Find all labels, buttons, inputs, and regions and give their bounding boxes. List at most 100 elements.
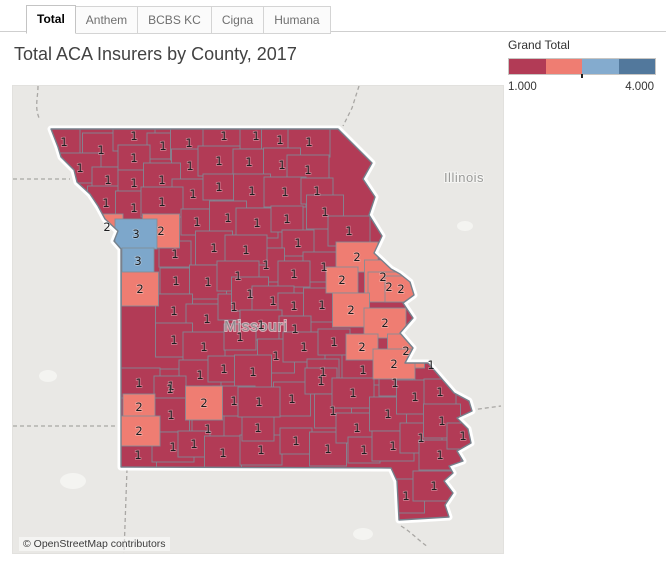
county-value-label: 1 [158, 195, 165, 209]
county-value-label: 1 [319, 365, 326, 379]
basemap-patch [457, 221, 473, 231]
legend-segment [618, 59, 655, 74]
county-cell[interactable] [279, 427, 313, 455]
county-value-label: 1 [288, 392, 295, 406]
county-cell[interactable] [121, 247, 155, 275]
county-value-label: 1 [130, 129, 137, 143]
legend-segment [545, 59, 582, 74]
tab-anthem[interactable]: Anthem [74, 6, 139, 34]
legend-tick [581, 74, 583, 78]
basemap-borders [13, 86, 502, 553]
county-value-label: 1 [236, 330, 243, 344]
county-value-label: 1 [300, 340, 307, 354]
legend-min-label: 1.000 [508, 81, 537, 93]
county-value-label: 1 [97, 143, 104, 157]
county-cells [51, 129, 472, 514]
county-value-label: 1 [345, 224, 352, 238]
county-cell[interactable] [263, 176, 307, 208]
county-cell[interactable] [159, 267, 193, 295]
county-value-label: 1 [290, 267, 297, 281]
county-value-label: 1 [252, 129, 259, 143]
county-value-label: 1 [317, 374, 324, 388]
county-value-label: 1 [283, 212, 290, 226]
county-value-label: 1 [104, 173, 111, 187]
county-value-label: 1 [242, 243, 249, 257]
county-value-label: 2 [402, 344, 409, 358]
legend-max-label: 4.000 [625, 81, 654, 93]
county-cell[interactable] [331, 377, 375, 409]
county-cell[interactable] [185, 385, 223, 421]
county-cell[interactable] [325, 266, 359, 294]
county-value-label: 1 [305, 135, 312, 149]
county-value-label: 2 [385, 280, 392, 294]
osm-attribution-link[interactable]: © OpenStreetMap contributors [19, 537, 170, 551]
county-value-label: 1 [130, 151, 137, 165]
county-value-label: 1 [329, 404, 336, 418]
county-value-label: 1 [171, 247, 178, 261]
county-value-label: 1 [278, 158, 285, 172]
county-value-label: 3 [134, 254, 141, 268]
county-value-label: 1 [459, 429, 466, 443]
basemap-patch [39, 370, 57, 382]
choropleth-map[interactable]: Missouri Illinois 1 1 1 1 1 1 1 1 1 1 1 1 1 1 1 1 1 1 1 1 1 1 1 1… [12, 85, 504, 554]
county-value-label: 1 [359, 363, 366, 377]
tab-total[interactable]: Total [26, 5, 76, 34]
county-value-label: 1 [248, 184, 255, 198]
county-cell[interactable] [140, 186, 184, 218]
color-legend: Grand Total 1.000 4.000 [508, 38, 656, 93]
legend-range-labels: 1.000 4.000 [508, 81, 654, 93]
tab-bcbs-kc[interactable]: BCBS KC [137, 6, 212, 34]
legend-title: Grand Total [508, 38, 570, 52]
county-cell[interactable] [237, 386, 281, 418]
county-value-label: 1 [204, 422, 211, 436]
county-cell[interactable] [223, 323, 257, 351]
county-value-label: 1 [200, 340, 207, 354]
county-cell[interactable] [224, 234, 268, 266]
county-cell[interactable] [363, 307, 407, 339]
county-value-label: 1 [210, 241, 217, 255]
county-value-label: 1 [203, 312, 210, 326]
county-value-label: 2 [347, 303, 354, 317]
tab-humana[interactable]: Humana [263, 6, 331, 34]
county-value-label: 1 [411, 390, 418, 404]
county-value-label: 1 [254, 421, 261, 435]
county-value-label: 1 [189, 187, 196, 201]
county-value-label: 2 [136, 282, 143, 296]
county-value-label: 1 [158, 173, 165, 187]
county-value-label: 1 [230, 394, 237, 408]
county-cell[interactable] [241, 414, 275, 442]
county-value-label: 1 [130, 201, 137, 215]
county-value-label: 1 [215, 154, 222, 168]
legend-color-bar[interactable] [508, 58, 656, 78]
county-cell[interactable] [204, 435, 242, 471]
tab-cigna[interactable]: Cigna [210, 6, 265, 34]
county-value-label: 2 [200, 396, 207, 410]
state-outline [50, 128, 473, 521]
county-value-label: 1 [102, 196, 109, 210]
county-value-label: 1 [186, 159, 193, 173]
county-value-label: 1 [389, 439, 396, 453]
county-value-label: 1 [294, 236, 301, 250]
place-labels: Missouri Illinois [223, 169, 484, 336]
county-cell[interactable] [332, 292, 370, 328]
state-border-dashes [342, 86, 360, 127]
county-cell[interactable] [327, 215, 371, 247]
county-cell[interactable] [277, 260, 311, 288]
state-border-dashes [463, 405, 502, 412]
county-value-label: 2 [390, 357, 397, 371]
county-cell[interactable] [117, 415, 161, 447]
county-value-label: 2 [379, 270, 386, 284]
county-cell[interactable] [372, 348, 416, 380]
county-cell[interactable] [317, 328, 351, 356]
county-value-label: 1 [255, 395, 262, 409]
county-value-label: 3 [132, 227, 139, 241]
county-value-label: 2 [338, 273, 345, 287]
county-value-label: 1 [320, 260, 327, 274]
county-value-label: 1 [172, 274, 179, 288]
basemap-patch [60, 473, 86, 489]
county-value-label: 1 [170, 304, 177, 318]
county-cell[interactable] [121, 271, 159, 307]
county-value-label: 1 [353, 421, 360, 435]
